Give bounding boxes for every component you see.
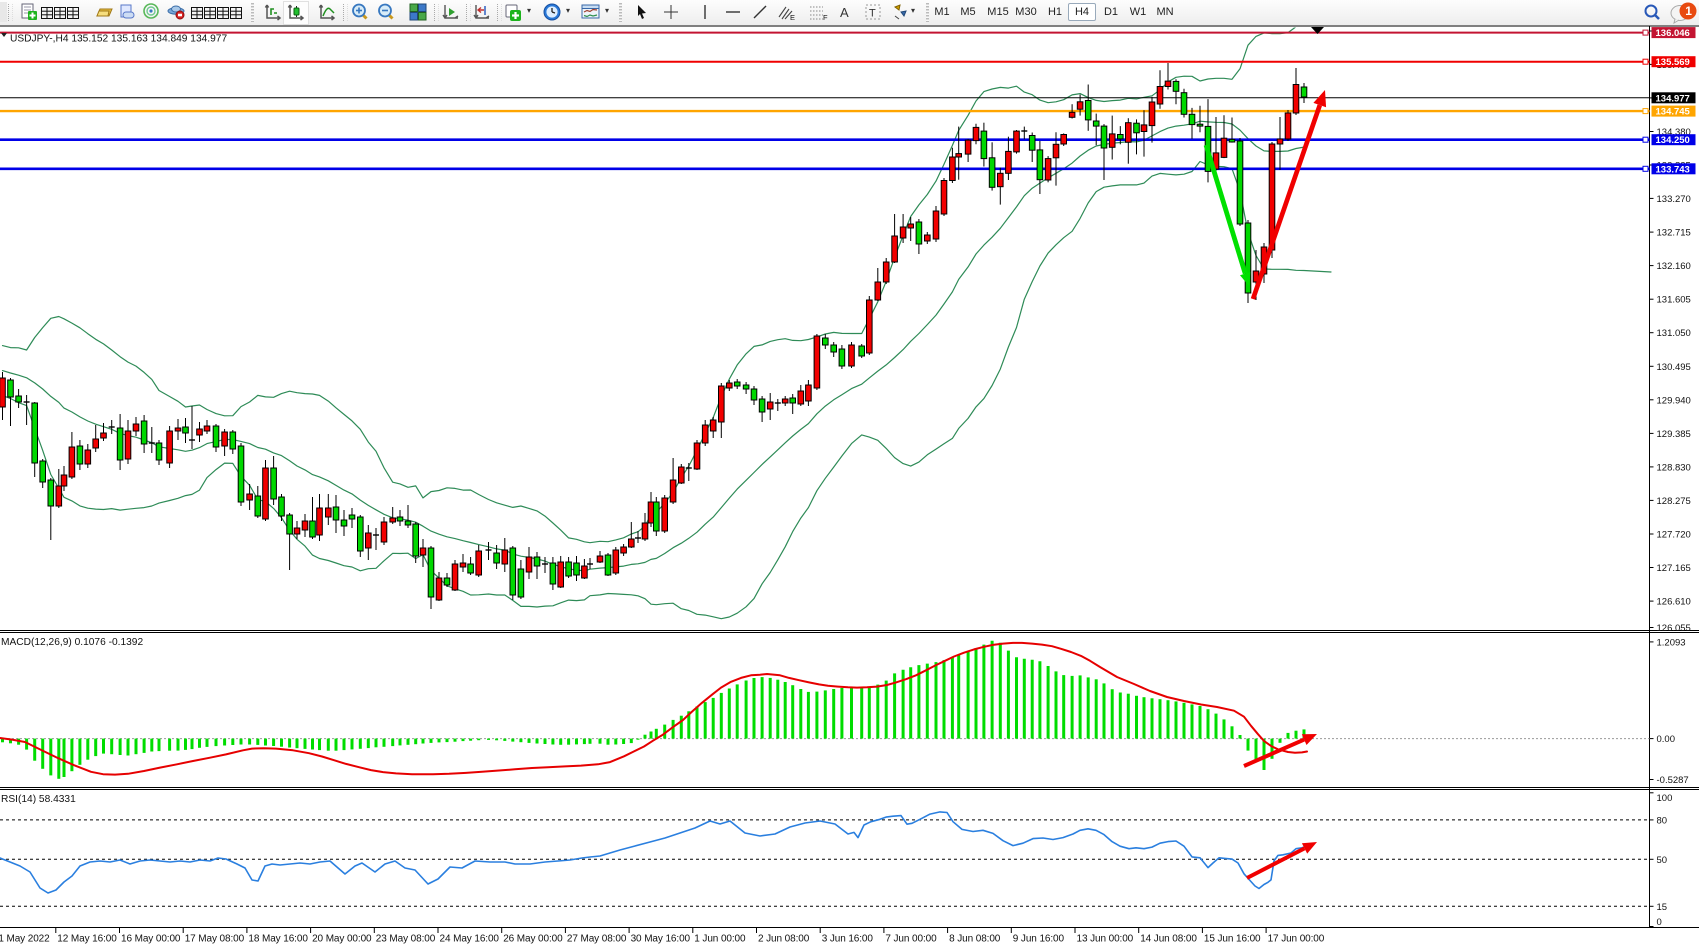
svg-text:134.250: 134.250	[1656, 135, 1690, 146]
svg-text:133.743: 133.743	[1656, 164, 1690, 175]
svg-text:128.830: 128.830	[1657, 462, 1691, 473]
svg-text:127.720: 127.720	[1657, 530, 1691, 541]
svg-text:30 May 16:00: 30 May 16:00	[631, 934, 691, 945]
svg-text:F: F	[823, 13, 828, 21]
svg-text:15 Jun 16:00: 15 Jun 16:00	[1204, 934, 1261, 945]
svg-text:17 May 08:00: 17 May 08:00	[185, 934, 245, 945]
svg-text:132.715: 132.715	[1657, 228, 1691, 239]
svg-text:134.977: 134.977	[1656, 93, 1690, 104]
svg-text:2 Jun 08:00: 2 Jun 08:00	[758, 934, 810, 945]
svg-text:16 May 00:00: 16 May 00:00	[121, 934, 181, 945]
svg-text:RSI(14) 58.4331: RSI(14) 58.4331	[1, 794, 76, 805]
svg-text:135.569: 135.569	[1656, 57, 1690, 68]
svg-text:0.00: 0.00	[1657, 734, 1676, 745]
svg-text:26 May 00:00: 26 May 00:00	[503, 934, 563, 945]
svg-text:8 Jun 08:00: 8 Jun 08:00	[949, 934, 1001, 945]
svg-text:1: 1	[1685, 4, 1692, 18]
svg-text:134.380: 134.380	[1657, 127, 1691, 138]
svg-text:-0.5287: -0.5287	[1657, 775, 1689, 786]
svg-text:17 Jun 00:00: 17 Jun 00:00	[1268, 934, 1325, 945]
svg-text:E: E	[790, 13, 795, 21]
svg-text:127.165: 127.165	[1657, 563, 1691, 574]
svg-text:20 May 00:00: 20 May 00:00	[312, 934, 372, 945]
svg-text:136.046: 136.046	[1656, 28, 1690, 39]
svg-text:132.160: 132.160	[1657, 261, 1691, 272]
svg-text:11 May 2022: 11 May 2022	[0, 934, 50, 945]
svg-text:23 May 08:00: 23 May 08:00	[376, 934, 436, 945]
svg-text:3 Jun 16:00: 3 Jun 16:00	[822, 934, 874, 945]
svg-text:80: 80	[1657, 815, 1668, 826]
svg-text:129.385: 129.385	[1657, 429, 1691, 440]
svg-text:133.270: 133.270	[1657, 194, 1691, 205]
svg-text:7 Jun 00:00: 7 Jun 00:00	[885, 934, 937, 945]
svg-text:131.605: 131.605	[1657, 295, 1691, 306]
svg-text:126.610: 126.610	[1657, 597, 1691, 608]
svg-text:100: 100	[1657, 793, 1673, 804]
svg-text:MACD(12,26,9) 0.1076 -0.1392: MACD(12,26,9) 0.1076 -0.1392	[1, 637, 143, 648]
svg-text:134.745: 134.745	[1656, 107, 1691, 118]
svg-text:9 Jun 16:00: 9 Jun 16:00	[1013, 934, 1065, 945]
svg-text:27 May 08:00: 27 May 08:00	[567, 934, 627, 945]
svg-text:50: 50	[1657, 855, 1668, 866]
svg-text:1 Jun 00:00: 1 Jun 00:00	[694, 934, 746, 945]
svg-text:A: A	[840, 5, 849, 20]
svg-text:1.2093: 1.2093	[1657, 637, 1686, 648]
svg-text:15: 15	[1657, 902, 1668, 913]
svg-text:0: 0	[1657, 917, 1662, 928]
svg-text:12 May 16:00: 12 May 16:00	[57, 934, 117, 945]
svg-text:126.055: 126.055	[1657, 623, 1691, 634]
svg-text:128.275: 128.275	[1657, 496, 1691, 507]
svg-text:24 May 16:00: 24 May 16:00	[440, 934, 500, 945]
svg-text:130.495: 130.495	[1657, 362, 1691, 373]
svg-text:T: T	[869, 8, 876, 20]
svg-text:129.940: 129.940	[1657, 395, 1691, 406]
svg-text:USDJPY-,H4 135.152 135.163 13: USDJPY-,H4 135.152 135.163 134.849 134.9…	[10, 34, 227, 45]
svg-text:131.050: 131.050	[1657, 328, 1691, 339]
svg-text:18 May 16:00: 18 May 16:00	[248, 934, 308, 945]
svg-text:13 Jun 00:00: 13 Jun 00:00	[1077, 934, 1134, 945]
svg-text:14 Jun 08:00: 14 Jun 08:00	[1140, 934, 1197, 945]
